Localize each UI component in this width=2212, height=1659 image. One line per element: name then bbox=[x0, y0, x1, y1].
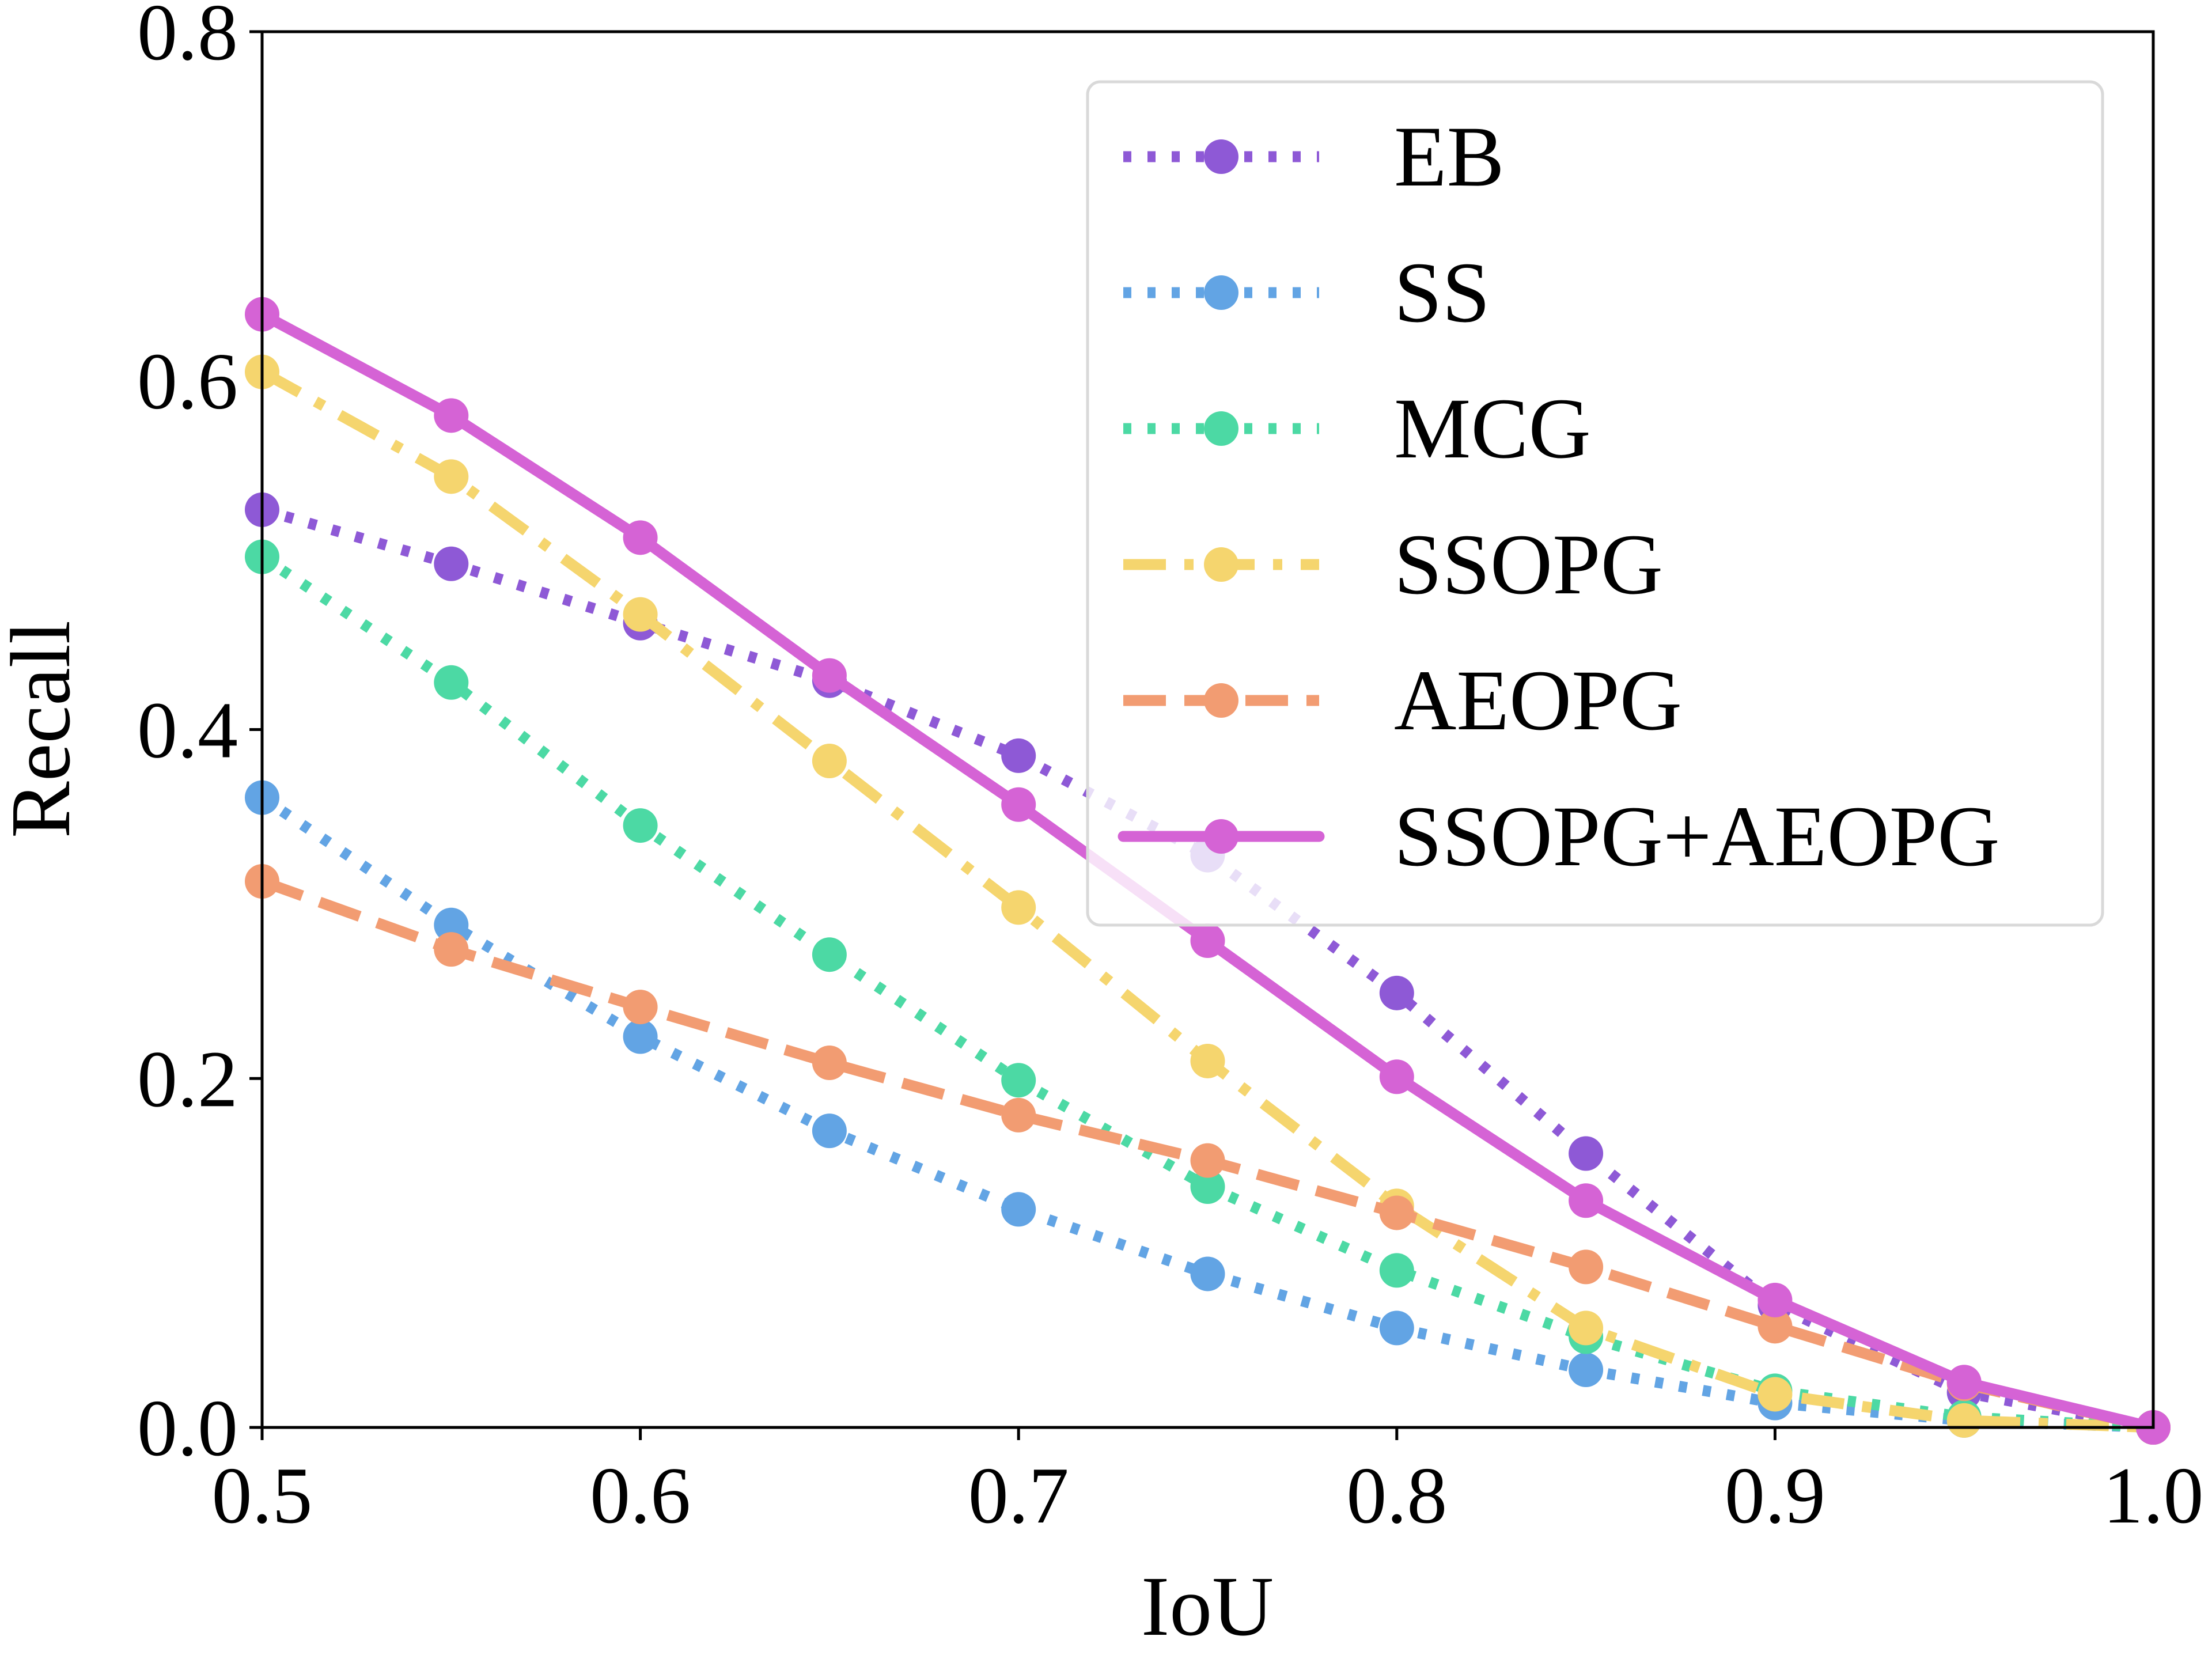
data-point-ssopg-aeopg bbox=[434, 398, 469, 433]
data-point-mcg bbox=[434, 665, 469, 700]
legend-label-mcg: MCG bbox=[1394, 381, 1591, 476]
legend-marker-ss bbox=[1204, 275, 1238, 310]
x-axis-label: IoU bbox=[1141, 1559, 1274, 1654]
data-point-eb bbox=[434, 546, 469, 581]
y-tick-label: 0.2 bbox=[137, 1035, 238, 1124]
data-point-aeopg bbox=[1758, 1309, 1793, 1344]
data-point-ssopg-aeopg bbox=[1569, 1183, 1604, 1218]
data-point-ssopg bbox=[1569, 1310, 1604, 1346]
x-tick-label: 0.6 bbox=[590, 1451, 691, 1540]
data-point-aeopg bbox=[1569, 1249, 1604, 1285]
y-axis-label: Recall bbox=[0, 620, 88, 838]
data-point-eb bbox=[1379, 975, 1414, 1010]
data-point-ssopg-aeopg bbox=[1001, 787, 1036, 822]
x-tick-label: 0.7 bbox=[968, 1451, 1069, 1540]
legend-marker-mcg bbox=[1204, 411, 1238, 446]
data-point-ssopg-aeopg bbox=[1946, 1365, 1982, 1400]
data-point-ssopg-aeopg bbox=[1190, 923, 1225, 958]
data-point-ss bbox=[434, 907, 469, 942]
y-tick-label: 0.0 bbox=[137, 1384, 238, 1473]
data-point-ssopg bbox=[1946, 1403, 1982, 1438]
data-point-aeopg bbox=[1379, 1195, 1414, 1230]
data-point-aeopg bbox=[812, 1045, 847, 1080]
data-point-ss bbox=[1569, 1353, 1604, 1388]
data-point-eb bbox=[1569, 1136, 1604, 1171]
x-tick-label: 1.0 bbox=[2103, 1451, 2204, 1540]
data-point-ssopg-aeopg bbox=[1758, 1282, 1793, 1317]
legend: EB SS MCG SSOPG AEOPG SSOPG+AEOPG bbox=[1086, 80, 2104, 927]
x-tick-label: 0.8 bbox=[1346, 1451, 1447, 1540]
data-point-aeopg bbox=[1190, 1143, 1225, 1178]
data-point-ssopg bbox=[1190, 1043, 1225, 1078]
data-point-aeopg bbox=[623, 990, 658, 1025]
data-point-ssopg-aeopg bbox=[623, 520, 658, 555]
legend-label-aeopg: AEOPG bbox=[1394, 653, 1682, 748]
data-point-ss bbox=[812, 1113, 847, 1149]
y-tick-label: 0.6 bbox=[137, 337, 238, 426]
legend-marker-ssopg bbox=[1204, 547, 1238, 582]
data-point-ssopg-aeopg bbox=[1379, 1059, 1414, 1094]
data-point-ssopg bbox=[434, 459, 469, 494]
data-point-ssopg bbox=[1758, 1377, 1793, 1412]
data-point-ssopg bbox=[812, 744, 847, 779]
x-tick-label: 0.5 bbox=[212, 1451, 313, 1540]
data-point-ss bbox=[1001, 1192, 1036, 1227]
series-ssopg-aeopg bbox=[245, 297, 2171, 1445]
y-tick-label: 0.4 bbox=[137, 686, 238, 775]
legend-box bbox=[1086, 80, 2104, 927]
data-point-aeopg bbox=[1001, 1097, 1036, 1132]
y-tick-label: 0.8 bbox=[137, 0, 238, 77]
legend-label-ssopg-aeopg: SSOPG+AEOPG bbox=[1394, 789, 2000, 884]
data-point-aeopg bbox=[434, 932, 469, 967]
legend-label-eb: EB bbox=[1394, 109, 1505, 204]
data-point-mcg bbox=[1190, 1169, 1225, 1205]
legend-marker-ssopg-aeopg bbox=[1204, 819, 1238, 854]
data-point-mcg bbox=[623, 808, 658, 843]
legend-label-ss: SS bbox=[1394, 245, 1490, 340]
x-tick-label: 0.9 bbox=[1725, 1451, 1825, 1540]
legend-marker-eb bbox=[1204, 139, 1238, 174]
data-point-ss bbox=[623, 1019, 658, 1054]
plot-frame bbox=[260, 30, 2155, 1429]
data-point-mcg bbox=[812, 937, 847, 972]
data-point-mcg bbox=[1001, 1063, 1036, 1098]
data-point-mcg bbox=[1379, 1253, 1414, 1288]
data-point-ssopg-aeopg bbox=[812, 658, 847, 693]
data-point-ssopg bbox=[1001, 890, 1036, 925]
legend-marker-aeopg bbox=[1204, 683, 1238, 718]
axis-ticks: 0.5 0.6 0.7 0.8 0.9 1.0 0.0 0.2 0.4 0.6 0.8 bbox=[137, 0, 2204, 1540]
data-point-ss bbox=[1190, 1256, 1225, 1291]
data-point-ssopg bbox=[623, 597, 658, 632]
data-point-eb bbox=[1001, 738, 1036, 773]
data-point-ss bbox=[1379, 1310, 1414, 1346]
legend-label-ssopg: SSOPG bbox=[1394, 517, 1663, 612]
